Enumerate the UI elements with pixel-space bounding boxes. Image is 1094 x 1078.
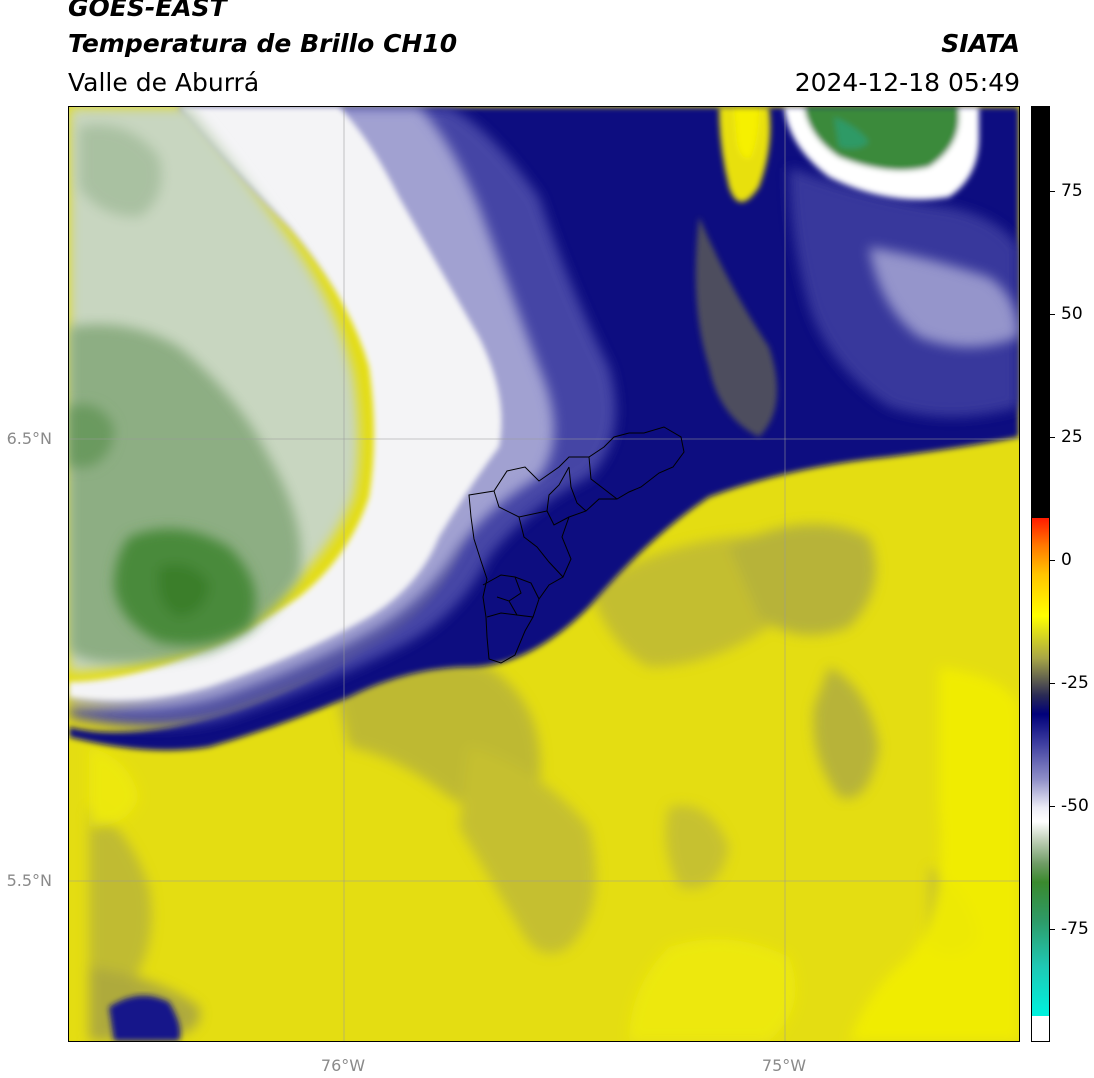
colorbar-label-minus-75: -75 <box>1061 919 1089 939</box>
bright-yellow-patches <box>89 667 1019 1041</box>
medellin-boundary <box>518 516 564 578</box>
brightness-temperature-field <box>69 107 1019 1041</box>
latitude-label-6-5n: 6.5°N <box>6 429 52 448</box>
coordinate-grid <box>69 107 1019 1041</box>
colorbar-label-minus-50: -50 <box>1061 796 1089 816</box>
satellite-map <box>68 106 1020 1042</box>
colorbar-tick-50 <box>1050 314 1055 315</box>
colorbar-tick-75 <box>1050 191 1055 192</box>
municipality-boundaries <box>468 426 685 664</box>
colorbar-tick-minus-25 <box>1050 683 1055 684</box>
barbosa-boundary <box>588 456 618 500</box>
envigado-boundary <box>514 576 540 600</box>
aburra-outline <box>468 426 685 664</box>
itagui-boundary <box>482 574 522 602</box>
colorbar-tick-minus-50 <box>1050 806 1055 807</box>
temperature-colorbar <box>1031 106 1050 1042</box>
organization-label: SIATA <box>941 29 1020 58</box>
colorbar-label-75: 75 <box>1061 181 1083 201</box>
southwest-cold-cell <box>109 995 181 1041</box>
colorbar-label-25: 25 <box>1061 427 1083 447</box>
latitude-label-5-5n: 5.5°N <box>6 871 52 890</box>
satellite-title: GOES-EAST <box>68 0 227 22</box>
colorbar-tick-0 <box>1050 560 1055 561</box>
colorbar-label-0: 0 <box>1061 550 1072 570</box>
longitude-label-76w: 76°W <box>320 1056 366 1075</box>
caldas-boundary <box>486 612 518 618</box>
colorbar-label-minus-25: -25 <box>1061 673 1089 693</box>
girardota-boundary <box>568 466 587 512</box>
longitude-label-75w: 75°W <box>761 1056 807 1075</box>
white-cloud-ridge <box>69 107 502 701</box>
timestamp-label: 2024-12-18 05:49 <box>794 68 1020 97</box>
deep-green-core <box>69 404 256 645</box>
product-title: Temperatura de Brillo CH10 <box>68 29 458 58</box>
colorbar-label-50: 50 <box>1061 304 1083 324</box>
colorbar-tick-minus-75 <box>1050 929 1055 930</box>
region-label: Valle de Aburrá <box>68 68 260 97</box>
colorbar-tick-25 <box>1050 437 1055 438</box>
north-yellow-streak <box>695 107 777 437</box>
copacabana-boundary <box>546 510 570 526</box>
northeast-green-pocket <box>784 107 979 200</box>
